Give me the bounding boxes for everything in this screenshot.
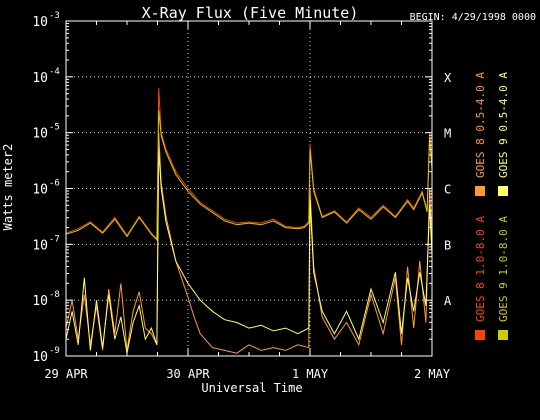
series-lines [65, 87, 433, 354]
flare-class-label: B [444, 238, 451, 252]
y-tick-exponent: -7 [49, 234, 60, 244]
y-tick-exponent: -8 [49, 290, 60, 300]
flare-class-label: A [444, 294, 452, 308]
y-tick-label: 10 [32, 183, 48, 198]
series-line [65, 149, 433, 354]
series-line [65, 132, 433, 354]
y-tick-exponent: -5 [49, 123, 60, 133]
flare-class-labels: A B C M X [444, 71, 452, 308]
y-axis-ticks: 10-910-810-710-610-510-410-3 [32, 11, 432, 365]
y-axis-label: Watts meter2 [1, 144, 15, 231]
y-tick-label: 10 [32, 350, 48, 365]
legend-swatch [475, 330, 485, 340]
legend-swatch [498, 186, 508, 196]
legend-label: GOES 8 0.5-4.0 A [474, 72, 487, 178]
legend-swatch [475, 186, 485, 196]
legend-label: GOES 9 1.0-8.0 A [497, 216, 510, 322]
series-line [65, 110, 433, 242]
y-tick-exponent: -4 [49, 67, 60, 77]
y-tick-label: 10 [32, 15, 48, 30]
gridlines [66, 21, 432, 356]
y-tick-label: 10 [32, 71, 48, 86]
y-tick-exponent: -3 [49, 11, 60, 21]
y-tick-exponent: -6 [49, 179, 60, 189]
x-tick-label: 1 MAY [292, 367, 329, 381]
begin-label: BEGIN: 4/29/1998 0000 [410, 12, 536, 23]
legend: GOES 8 1.0-8.0 A GOES 9 1.0-8.0 A GOES 8 0… [474, 72, 510, 340]
x-tick-label: 2 MAY [414, 367, 451, 381]
x-axis-ticks: 29 APR 30 APR 1 MAY 2 MAY [44, 21, 451, 381]
legend-label: GOES 9 0.5-4.0 A [497, 72, 510, 178]
x-tick-label: 29 APR [44, 367, 88, 381]
x-tick-label: 30 APR [166, 367, 210, 381]
flare-class-label: M [444, 127, 451, 141]
series-line [65, 87, 433, 241]
legend-label: GOES 8 1.0-8.0 A [474, 216, 487, 322]
y-tick-label: 10 [32, 294, 48, 309]
legend-swatch [498, 330, 508, 340]
y-tick-exponent: -9 [49, 346, 60, 356]
flare-class-label: X [444, 71, 452, 85]
y-tick-label: 10 [32, 127, 48, 142]
chart-title: X-Ray Flux (Five Minute) [142, 4, 359, 22]
x-axis-label: Universal Time [201, 381, 302, 395]
flare-class-label: C [444, 183, 451, 197]
y-tick-label: 10 [32, 238, 48, 253]
